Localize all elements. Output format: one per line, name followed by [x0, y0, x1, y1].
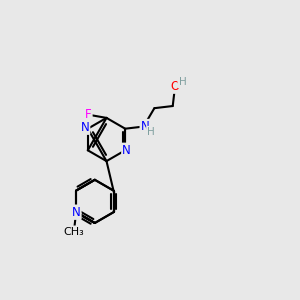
Text: N: N	[80, 121, 89, 134]
Text: N: N	[122, 144, 131, 157]
Text: N: N	[72, 206, 80, 219]
Text: H: H	[147, 127, 155, 137]
Text: F: F	[85, 108, 92, 121]
Text: O: O	[170, 80, 179, 93]
Text: H: H	[178, 77, 186, 87]
Text: N: N	[141, 120, 149, 133]
Text: CH₃: CH₃	[64, 226, 84, 237]
